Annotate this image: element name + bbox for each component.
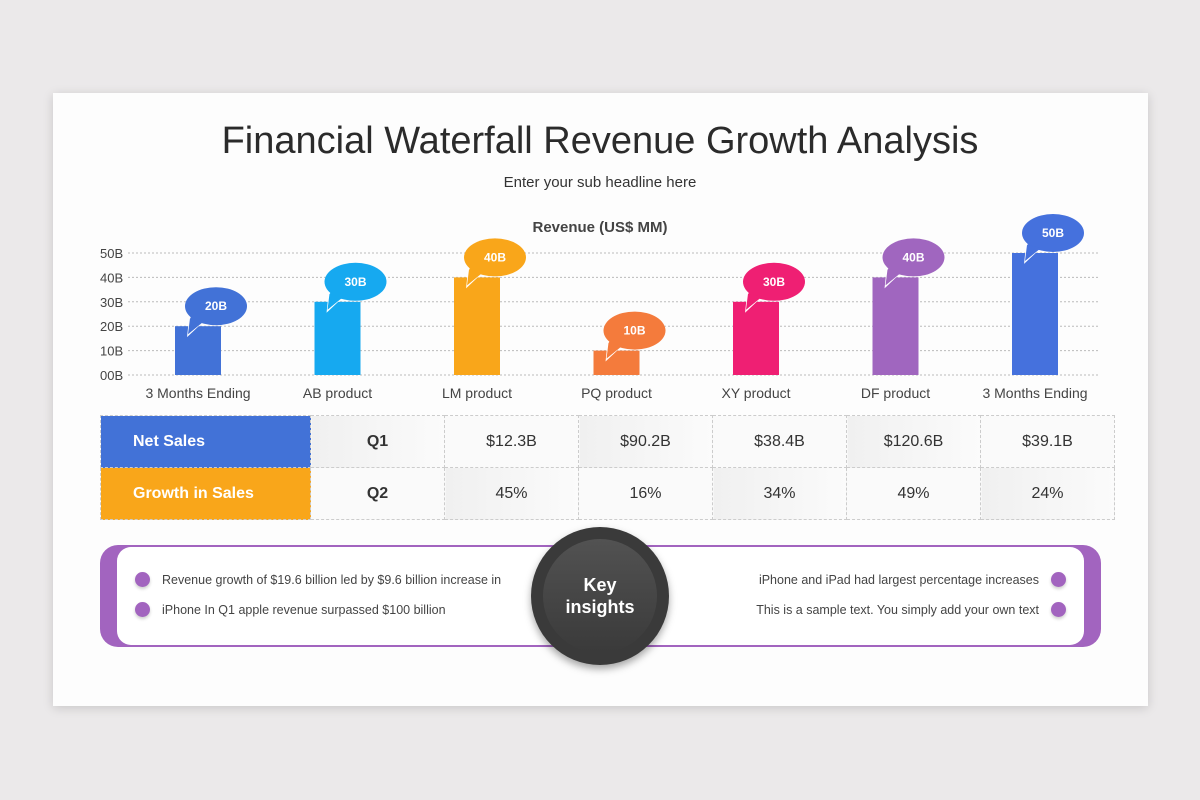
data-bubble (743, 262, 805, 301)
insight-item: iPhone and iPad had largest percentage i… (759, 572, 1066, 587)
y-tick-label: 30B (100, 295, 123, 310)
row-label: Growth in Sales (100, 467, 311, 520)
x-tick-label: 3 Months Ending (145, 385, 250, 401)
period: Q2 (310, 467, 445, 520)
bubble-tail (1025, 245, 1041, 261)
x-tick-label: XY product (721, 385, 790, 401)
y-tick-label: 00B (100, 368, 123, 383)
y-tick-label: 50B (100, 246, 123, 261)
data-bubble (603, 311, 666, 350)
badge-line: Key (583, 575, 617, 595)
insight-item: This is a sample text. You simply add yo… (756, 602, 1066, 617)
data-bubble (185, 287, 247, 326)
cell: 24% (980, 467, 1115, 520)
subtitle: Enter your sub headline here (503, 174, 697, 191)
bullet-icon (1051, 572, 1066, 587)
badge-line: insights (565, 597, 635, 617)
x-tick-label: PQ product (581, 385, 652, 401)
bullet-icon (135, 572, 150, 587)
cell: $12.3B (444, 415, 579, 468)
data-label: 30B (763, 275, 785, 289)
x-tick-label: 3 Months Ending (982, 385, 1087, 401)
table-row: Net Sales Q1 $12.3B $90.2B $38.4B $120.6… (100, 415, 1115, 468)
insight-text: This is a sample text. You simply add yo… (756, 602, 1039, 617)
data-bubble (464, 238, 526, 277)
insight-item: iPhone In Q1 apple revenue surpassed $10… (135, 602, 446, 617)
cell: $90.2B (578, 415, 713, 468)
bar (593, 350, 640, 375)
x-tick-label: DF product (861, 385, 930, 401)
data-label: 30B (344, 275, 366, 289)
insight-text: Revenue growth of $19.6 billion led by $… (162, 572, 502, 587)
bar (175, 326, 221, 375)
insight-text: iPhone In Q1 apple revenue surpassed $10… (162, 602, 446, 617)
bar (872, 277, 919, 375)
insight-text: iPhone and iPad had largest percentage i… (758, 572, 1039, 587)
table-row: Growth in Sales Q2 45% 16% 34% 49% 24% (100, 467, 1115, 520)
x-tick-label: AB product (303, 385, 372, 401)
bullet-icon (135, 602, 150, 617)
bubble-tail (188, 318, 204, 335)
bullet-icon (1051, 602, 1066, 617)
key-insights-badge: Key insights (531, 527, 669, 665)
bubble-tail (746, 293, 762, 310)
y-tick-label: 20B (100, 319, 123, 334)
cell: $38.4B (712, 415, 847, 468)
data-bubble (882, 238, 945, 277)
insight-item: Revenue growth of $19.6 billion led by $… (135, 572, 501, 587)
y-tick-label: 40B (100, 270, 123, 285)
bar (1012, 253, 1058, 375)
data-bubble (324, 262, 387, 301)
period: Q1 (310, 415, 445, 468)
bar (733, 301, 779, 375)
cell: 45% (444, 467, 579, 520)
bubble-tail (327, 293, 344, 310)
page-title: Financial Waterfall Revenue Growth Analy… (221, 120, 979, 162)
data-label: 20B (205, 299, 227, 313)
sales-table: Net Sales Q1 $12.3B $90.2B $38.4B $120.6… (100, 415, 1115, 520)
data-label: 40B (484, 250, 506, 264)
cell: 34% (712, 467, 847, 520)
data-label: 10B (623, 324, 645, 338)
cell: 16% (578, 467, 713, 520)
y-tick-label: 10B (100, 344, 123, 359)
bubble-tail (606, 342, 623, 359)
row-label: Net Sales (100, 415, 311, 468)
cell: $120.6B (846, 415, 981, 468)
data-label: 40B (902, 250, 924, 264)
cell: $39.1B (980, 415, 1115, 468)
bubble-tail (885, 269, 902, 286)
bar (314, 301, 361, 375)
data-label: 50B (1042, 226, 1064, 240)
data-bubble (1022, 214, 1084, 252)
bar (454, 277, 500, 375)
chart-title: Revenue (US$ MM) (532, 219, 668, 236)
x-tick-label: LM product (442, 385, 512, 401)
cell: 49% (846, 467, 981, 520)
bubble-tail (467, 269, 483, 286)
